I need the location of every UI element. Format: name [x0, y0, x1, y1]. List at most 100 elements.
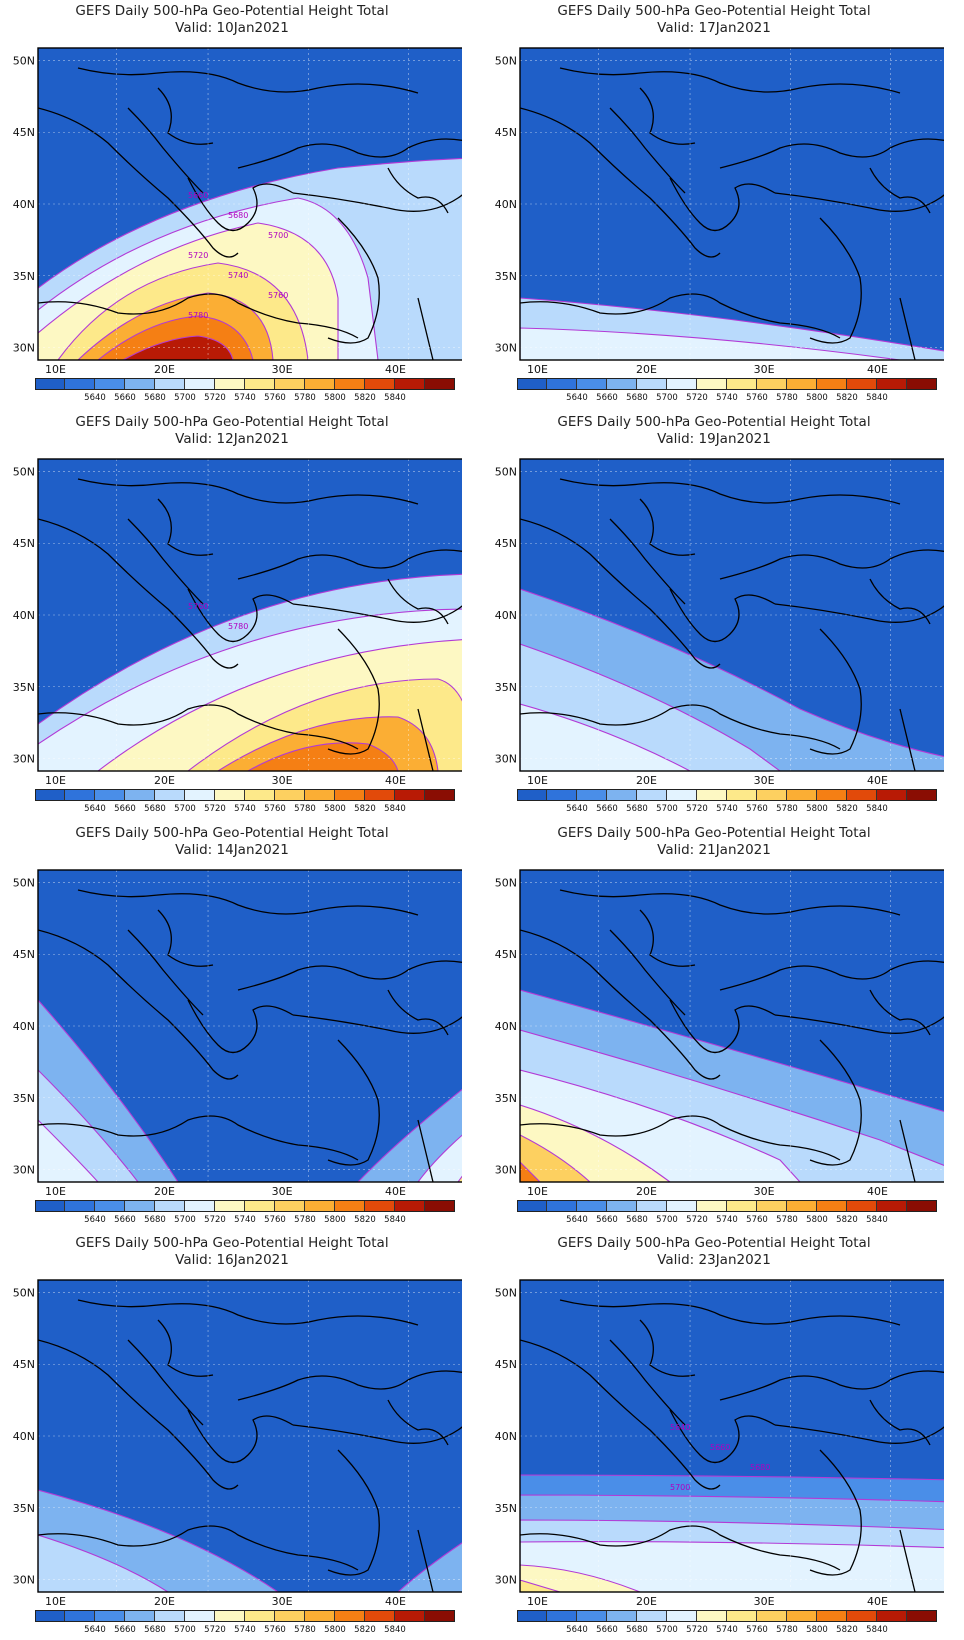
colorbar-swatch — [757, 378, 787, 390]
colorbar-swatch — [185, 1610, 215, 1622]
lon-label: 10E — [527, 774, 548, 787]
coastline — [639, 1319, 696, 1377]
lat-label: 40N — [13, 198, 35, 211]
coastline — [417, 708, 434, 771]
lat-label: 35N — [13, 1092, 35, 1105]
coastline — [520, 704, 841, 750]
lat-label: 50N — [13, 876, 35, 889]
colorbar-swatch — [577, 378, 607, 390]
lat-label: 35N — [13, 1502, 35, 1515]
colorbar-label: 5660 — [596, 393, 618, 403]
colorbar-swatch — [155, 378, 185, 390]
colorbar-swatch — [637, 1610, 667, 1622]
coastline — [520, 293, 841, 339]
height-band — [122, 335, 234, 360]
colorbar-swatch — [697, 1610, 727, 1622]
colorbar-label: 5660 — [596, 1625, 618, 1635]
colorbar-swatch — [727, 789, 757, 801]
colorbar-swatch — [877, 1200, 907, 1212]
coastline — [237, 960, 462, 991]
colorbar-label: 5780 — [776, 804, 798, 814]
colorbar-swatch — [95, 1200, 125, 1212]
contour-label: 5760 — [268, 291, 288, 300]
map-panel-3: GEFS Daily 500-hPa Geo-Potential Height … — [2, 411, 462, 819]
colorbar-label: 5760 — [746, 804, 768, 814]
coastline — [899, 708, 916, 771]
coastline — [327, 1449, 380, 1576]
lat-label: 35N — [495, 681, 517, 694]
lon-label: 30E — [754, 1185, 775, 1198]
colorbar-label: 5740 — [234, 393, 256, 403]
colorbar-swatch — [395, 1200, 425, 1212]
panel-title: GEFS Daily 500-hPa Geo-Potential Height … — [557, 3, 871, 19]
colorbar-swatch — [517, 789, 547, 801]
coastline — [520, 929, 721, 1080]
colorbar-label: 5640 — [84, 393, 106, 403]
lon-label: 40E — [385, 363, 406, 376]
coastline — [387, 1399, 449, 1446]
colorbar-swatch — [607, 1200, 637, 1212]
lon-label: 40E — [867, 363, 888, 376]
coastline — [609, 518, 686, 605]
colorbar-label: 5640 — [566, 1215, 588, 1225]
coastline — [38, 1339, 239, 1490]
coastline — [38, 107, 239, 258]
colorbar-swatch — [35, 378, 65, 390]
lon-label: 10E — [45, 1185, 66, 1198]
lat-label: 40N — [495, 1020, 517, 1033]
colorbar-label: 5680 — [144, 1215, 166, 1225]
colorbar-swatch — [305, 378, 335, 390]
colorbar-label: 5840 — [866, 393, 888, 403]
colorbar-swatch — [787, 1610, 817, 1622]
panel-valid-date: Valid: 19Jan2021 — [657, 431, 771, 447]
colorbar-swatch — [305, 789, 335, 801]
coastline — [237, 1370, 462, 1401]
colorbar-swatch — [155, 789, 185, 801]
colorbar-swatch — [547, 1610, 577, 1622]
colorbar-label: 5780 — [294, 393, 316, 403]
coastline — [237, 138, 462, 169]
coastline — [77, 67, 419, 94]
lon-label: 10E — [45, 774, 66, 787]
colorbar-swatch — [335, 789, 365, 801]
panel-title: GEFS Daily 500-hPa Geo-Potential Height … — [75, 414, 389, 430]
colorbar-swatch — [817, 378, 847, 390]
coastline — [809, 1039, 862, 1166]
colorbar-swatch — [275, 378, 305, 390]
colorbar-label: 5800 — [806, 1625, 828, 1635]
colorbar-swatch — [185, 378, 215, 390]
lat-label: 30N — [13, 1574, 35, 1587]
lon-label: 20E — [636, 363, 657, 376]
colorbar-label: 5760 — [746, 1215, 768, 1225]
coastline — [869, 989, 931, 1036]
coastline — [292, 1424, 462, 1444]
colorbar-label: 5760 — [264, 1625, 286, 1635]
lat-label: 50N — [495, 465, 517, 478]
colorbar-swatch — [877, 1610, 907, 1622]
colorbar-label: 5740 — [716, 1625, 738, 1635]
coastline — [327, 217, 380, 344]
coastline — [899, 1119, 916, 1182]
colorbar-label: 5780 — [294, 1215, 316, 1225]
colorbar-swatch — [607, 1610, 637, 1622]
colorbar-swatch — [395, 378, 425, 390]
colorbar-swatch — [847, 378, 877, 390]
colorbar-swatch — [697, 1200, 727, 1212]
map-panel-5: GEFS Daily 500-hPa Geo-Potential Height … — [2, 822, 462, 1230]
colorbar-swatch — [305, 1610, 335, 1622]
colorbar-label: 5840 — [384, 1625, 406, 1635]
colorbar-label: 5720 — [686, 1625, 708, 1635]
colorbar-label: 5760 — [746, 1625, 768, 1635]
coastline — [292, 192, 462, 212]
colorbar-swatch — [215, 1200, 245, 1212]
colorbar-label: 5800 — [324, 804, 346, 814]
lat-label: 35N — [495, 270, 517, 283]
colorbar-label: 5800 — [324, 1625, 346, 1635]
coastline — [187, 1409, 294, 1464]
lon-label: 30E — [272, 363, 293, 376]
map-panel-6: GEFS Daily 500-hPa Geo-Potential Height … — [484, 822, 944, 1230]
lon-label: 10E — [45, 363, 66, 376]
coastline — [809, 1449, 862, 1576]
colorbar-swatch — [727, 378, 757, 390]
colorbar-label: 5780 — [776, 393, 798, 403]
